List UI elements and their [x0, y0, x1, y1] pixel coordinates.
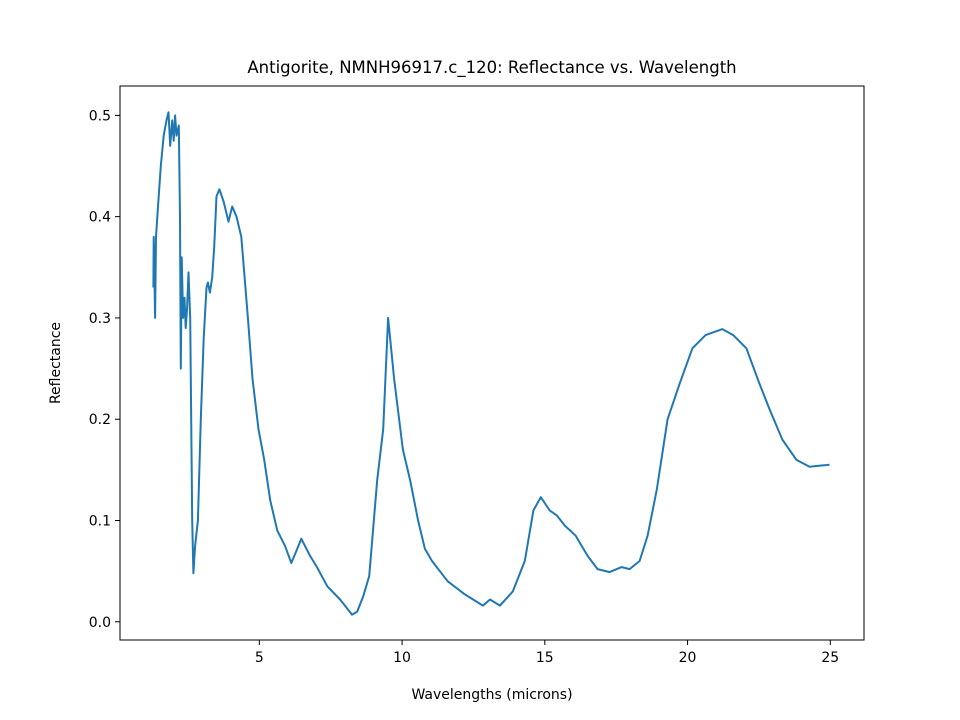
y-tick-label: 0.3 [89, 311, 111, 327]
x-tick-label: 25 [821, 650, 839, 666]
y-tick-label: 0.4 [89, 210, 111, 226]
x-tick-label: 15 [536, 650, 554, 666]
chart-title: Antigorite, NMNH96917.c_120: Reflectance… [247, 58, 736, 78]
y-tick-label: 0.1 [89, 513, 111, 529]
x-axis-label: Wavelengths (microns) [411, 687, 572, 703]
x-tick-label: 10 [393, 650, 411, 666]
plot-frame [119, 85, 865, 641]
data-line [152, 111, 830, 616]
x-tick-label: 20 [679, 650, 697, 666]
x-tick-label: 5 [255, 650, 264, 666]
y-tick-label: 0.5 [89, 108, 111, 124]
y-tick-label: 0.0 [89, 615, 111, 631]
y-axis-label: Reflectance [48, 322, 64, 404]
y-tick-label: 0.2 [89, 412, 111, 428]
